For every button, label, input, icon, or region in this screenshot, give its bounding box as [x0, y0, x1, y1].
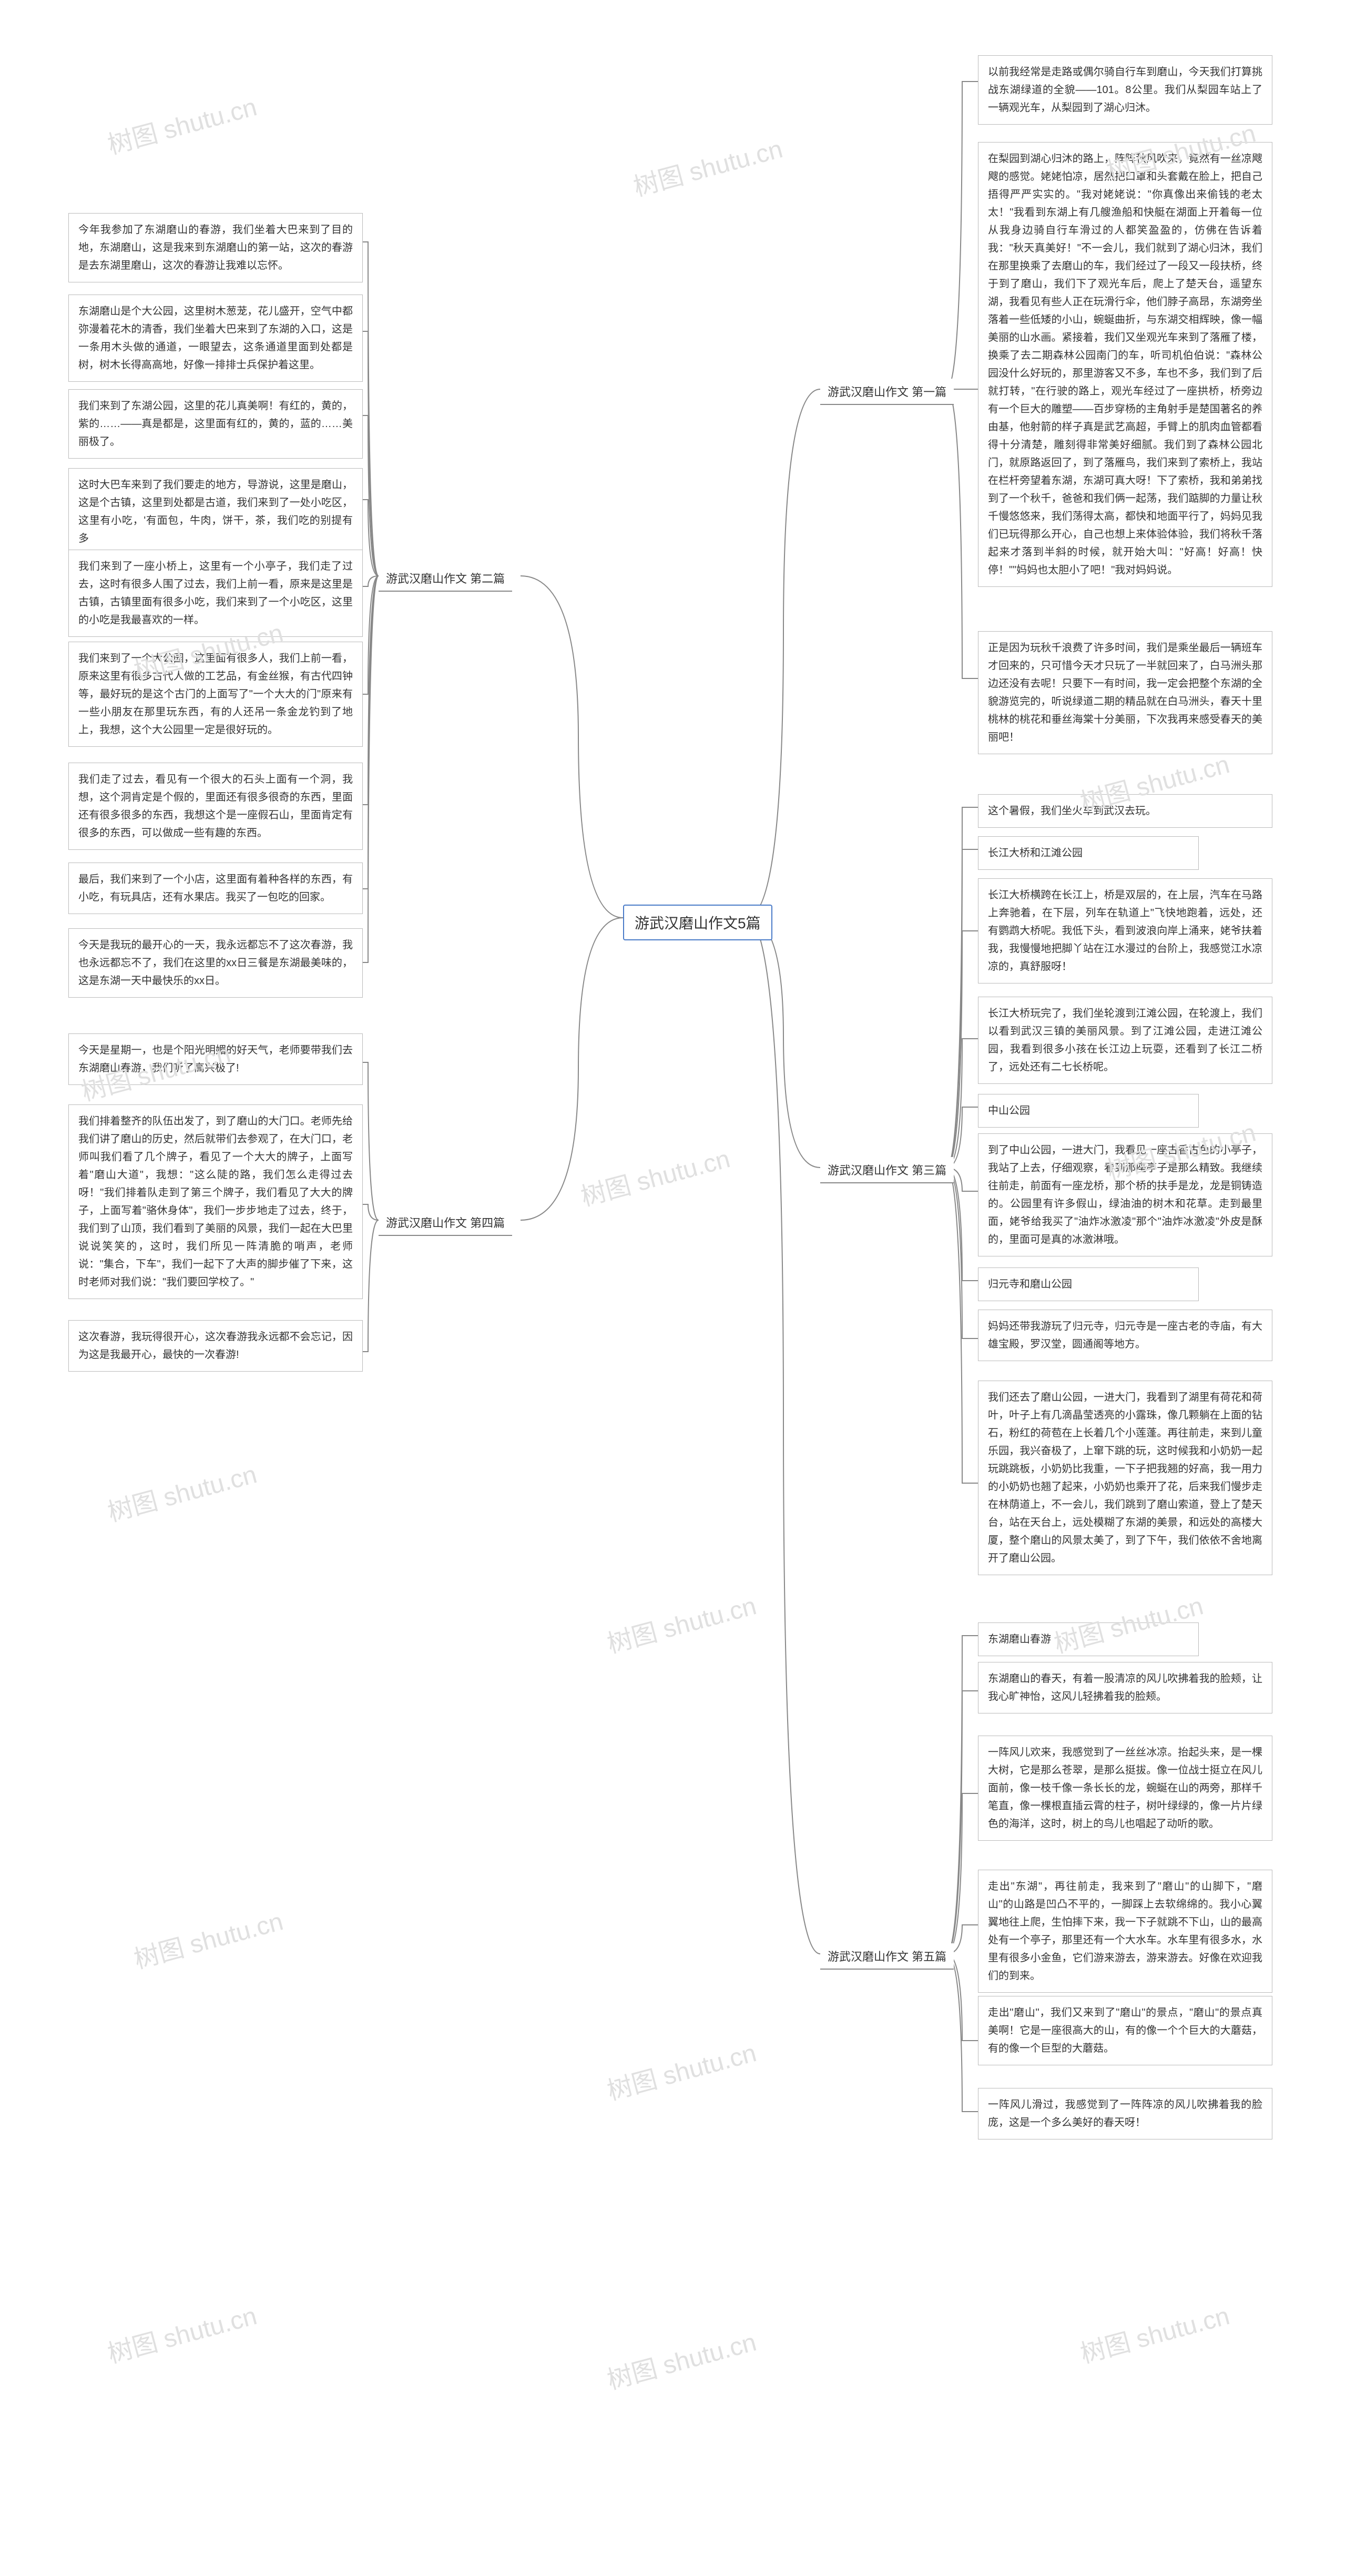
text-block-4-4: 走出"磨山"，我们又来到了"磨山"的景点，"磨山"的景点真美啊！它是一座很高大的… [978, 1996, 1272, 2065]
text-block-2-5: 到了中山公园，一进大门，我看见一座古香古色的小亭子，我站了上去，仔细观察，看到那… [978, 1133, 1272, 1256]
text-block-1-0: 今年我参加了东湖磨山的春游，我们坐着大巴来到了目的地，东湖磨山，这是我来到东湖磨… [68, 213, 363, 282]
text-block-4-1: 东湖磨山的春天，有着一股清凉的风儿吹拂着我的脸颊，让我心旷神怡，这风儿轻拂着我的… [978, 1662, 1272, 1713]
text-block-4-2: 一阵风儿欢来，我感觉到了一丝丝冰凉。抬起头来，是一棵大树，它是那么苍翠，是那么挺… [978, 1736, 1272, 1841]
text-block-4-0: 东湖磨山春游 [978, 1622, 1199, 1656]
text-block-2-3: 长江大桥玩完了，我们坐轮渡到江滩公园，在轮渡上，我们以看到武汉三镇的美丽风景。到… [978, 997, 1272, 1084]
text-block-0-0: 以前我经常是走路或偶尔骑自行车到磨山，今天我们打算挑战东湖绿道的全貌——101。… [978, 55, 1272, 125]
text-block-1-2: 我们来到了东湖公园，这里的花儿真美啊！有红的，黄的，紫的……——真是都是，这里面… [68, 389, 363, 459]
watermark: 树图 shutu.cn [603, 1585, 760, 1660]
watermark: 树图 shutu.cn [103, 2295, 260, 2370]
text-block-4-3: 走出"东湖"，再往前走，我来到了"磨山"的山脚下，"磨山"的山路是凹凸不平的，一… [978, 1870, 1272, 1993]
watermark: 树图 shutu.cn [603, 2321, 760, 2397]
watermark: 树图 shutu.cn [103, 86, 260, 161]
text-block-3-0: 今天是星期一，也是个阳光明媚的好天气，老师要带我们去东湖磨山春游，我们听了高兴极… [68, 1033, 363, 1085]
center-node: 游武汉磨山作文5篇 [623, 905, 772, 940]
text-block-0-2: 正是因为玩秋千浪费了许多时间，我们是乘坐最后一辆班车才回来的，只可惜今天才只玩了… [978, 631, 1272, 754]
text-block-3-1: 我们排着整齐的队伍出发了，到了磨山的大门口。老师先给我们讲了磨山的历史，然后就带… [68, 1104, 363, 1299]
text-block-2-1: 长江大桥和江滩公园 [978, 836, 1199, 870]
text-block-0-1: 在梨园到湖心归沐的路上，阵阵秋风吹来，竟然有一丝凉飕飕的感觉。姥姥怕凉，居然把口… [978, 142, 1272, 587]
branch-label-3: 游武汉磨山作文 第四篇 [379, 1210, 512, 1236]
text-block-1-4: 我们来到了一座小桥上，这里有一个小亭子，我们走了过去，这时有很多人围了过去，我们… [68, 550, 363, 637]
watermark: 树图 shutu.cn [1076, 2295, 1233, 2370]
watermark: 树图 shutu.cn [129, 1901, 287, 1976]
branch-label-0: 游武汉磨山作文 第一篇 [820, 379, 954, 405]
text-block-1-6: 我们走了过去，看见有一个很大的石头上面有一个洞，我想，这个洞肯定是个假的，里面还… [68, 763, 363, 850]
text-block-2-0: 这个暑假，我们坐火车到武汉去玩。 [978, 794, 1272, 828]
text-block-2-2: 长江大桥横跨在长江上，桥是双层的，在上层，汽车在马路上奔驰着，在下层，列车在轨道… [978, 878, 1272, 983]
watermark: 树图 shutu.cn [576, 1138, 733, 1213]
branch-label-2: 游武汉磨山作文 第三篇 [820, 1157, 954, 1183]
text-block-2-4: 中山公园 [978, 1094, 1199, 1128]
branch-label-1: 游武汉磨山作文 第二篇 [379, 565, 512, 592]
text-block-1-3: 这时大巴车来到了我们要走的地方，导游说，这里是磨山，这是个古镇，这里到处都是古道… [68, 468, 363, 555]
text-block-1-7: 最后，我们来到了一个小店，这里面有着种各样的东西，有小吃，有玩具店，还有水果店。… [68, 863, 363, 914]
watermark: 树图 shutu.cn [103, 1454, 260, 1529]
text-block-2-7: 妈妈还带我游玩了归元寺，归元寺是一座古老的寺庙，有大雄宝殿，罗汉堂，圆通阁等地方… [978, 1310, 1272, 1361]
text-block-4-5: 一阵风儿滑过，我感觉到了一阵阵凉的风儿吹拂着我的脸庞，这是一个多么美好的春天呀！ [978, 2088, 1272, 2139]
text-block-1-8: 今天是我玩的最开心的一天，我永远都忘不了这次春游，我也永远都忘不了，我们在这里的… [68, 928, 363, 998]
text-block-2-6: 归元寺和磨山公园 [978, 1267, 1199, 1301]
text-block-2-8: 我们还去了磨山公园，一进大门，我看到了湖里有荷花和荷叶，叶子上有几滴晶莹透亮的小… [978, 1381, 1272, 1575]
text-block-3-2: 这次春游，我玩得很开心，这次春游我永远都不会忘记，因为这是我最开心，最快的一次春… [68, 1320, 363, 1372]
watermark: 树图 shutu.cn [629, 128, 786, 204]
watermark: 树图 shutu.cn [603, 2032, 760, 2107]
text-block-1-5: 我们来到了一个大公园，这里面有很多人，我们上前一看，原来这里有很多古代人做的工艺… [68, 642, 363, 747]
branch-label-4: 游武汉磨山作文 第五篇 [820, 1943, 954, 1970]
text-block-1-1: 东湖磨山是个大公园，这里树木葱茏，花儿盛开，空气中都弥漫着花木的清香，我们坐着大… [68, 295, 363, 382]
